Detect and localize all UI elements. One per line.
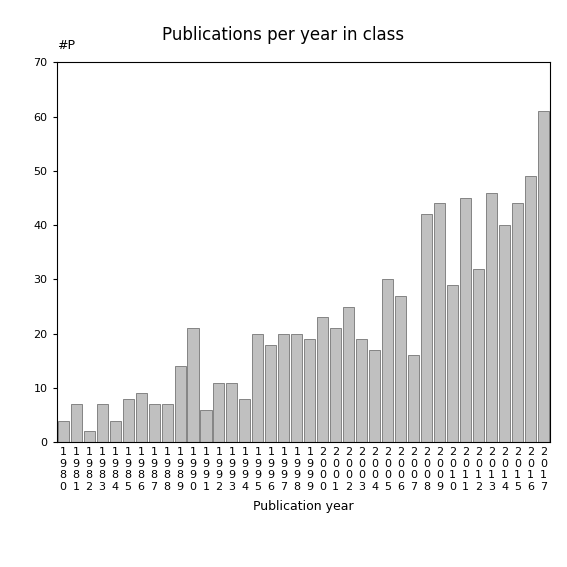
- Bar: [265, 345, 276, 442]
- Bar: [408, 356, 419, 442]
- Bar: [369, 350, 380, 442]
- Bar: [149, 404, 159, 442]
- Bar: [109, 421, 121, 442]
- Bar: [525, 176, 536, 442]
- Bar: [162, 404, 172, 442]
- Bar: [188, 328, 198, 442]
- Bar: [434, 204, 445, 442]
- Bar: [512, 204, 523, 442]
- Bar: [331, 328, 341, 442]
- Bar: [239, 399, 251, 442]
- Bar: [291, 334, 302, 442]
- Bar: [343, 307, 354, 442]
- Bar: [226, 383, 238, 442]
- Bar: [395, 296, 406, 442]
- Bar: [58, 421, 69, 442]
- Bar: [486, 193, 497, 442]
- Bar: [473, 269, 484, 442]
- Bar: [122, 399, 134, 442]
- Bar: [278, 334, 289, 442]
- Bar: [71, 404, 82, 442]
- Bar: [304, 339, 315, 442]
- Bar: [84, 431, 95, 442]
- Bar: [499, 225, 510, 442]
- Bar: [421, 214, 432, 442]
- Bar: [318, 318, 328, 442]
- Bar: [356, 339, 367, 442]
- Text: Publications per year in class: Publications per year in class: [162, 26, 405, 44]
- Bar: [96, 404, 108, 442]
- Bar: [252, 334, 264, 442]
- Bar: [136, 393, 147, 442]
- Bar: [538, 111, 549, 442]
- Text: #P: #P: [57, 39, 75, 52]
- Bar: [175, 366, 185, 442]
- Bar: [460, 198, 471, 442]
- Bar: [213, 383, 225, 442]
- Bar: [447, 285, 458, 442]
- Bar: [382, 280, 393, 442]
- X-axis label: Publication year: Publication year: [253, 500, 354, 513]
- Bar: [201, 410, 211, 442]
